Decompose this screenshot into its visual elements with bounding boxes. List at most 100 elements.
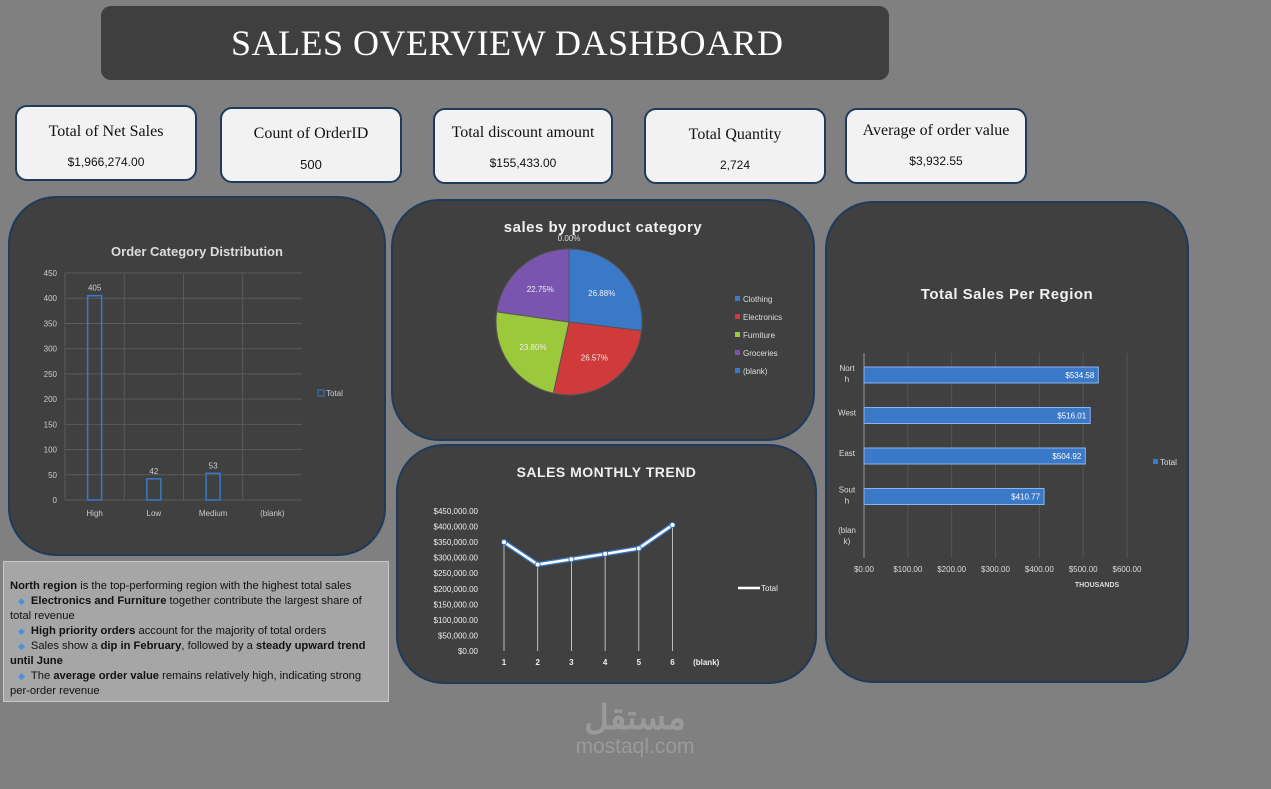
x-tick-label: 2: [535, 658, 540, 667]
pie-slice-furniture: [495, 311, 570, 394]
legend-marker: [735, 296, 740, 301]
bullet-icon: ◆: [18, 596, 25, 606]
watermark: مستقل mostaql.com: [555, 700, 715, 758]
legend-label: Total: [326, 389, 343, 398]
data-label: $410.77: [1011, 493, 1040, 502]
x-tick-label: $0.00: [854, 565, 875, 574]
insight-text: dip in February: [100, 640, 182, 652]
bullet-icon: ◆: [18, 641, 25, 651]
y-tick-label: $200,000.00: [434, 585, 479, 594]
region-chart: $0.00 $100.00 $200.00 $300.00 $400.00 $500.00…: [838, 353, 1177, 589]
data-point: [602, 550, 609, 557]
insight-item: ◆ High priority orders account for the ma…: [10, 624, 382, 639]
kpi-label: Total Quantity: [688, 126, 782, 143]
kpi-net-sales: Total of Net Sales $1,966,274.00: [15, 105, 197, 181]
insight-text: remains relatively high, indicating stro…: [10, 670, 362, 697]
insight-item: ◆ The average order value remains relativ…: [10, 669, 382, 699]
kpi-discount: Total discount amount $155,433.00: [433, 108, 613, 184]
region-panel: Total Sales Per Region $0.00 $100.00 $200.…: [825, 201, 1189, 683]
y-tick-label: $50,000.00: [438, 631, 479, 640]
legend-label: Clothing: [743, 295, 772, 304]
y-tick-label: 250: [44, 370, 58, 379]
insight-item: ◆ Sales show a dip in February, followed …: [10, 639, 382, 669]
y-tick-label: $450,000.00: [434, 507, 479, 516]
kpi-label: Total of Net Sales: [48, 123, 164, 140]
monthly-trend-panel: SALES MONTHLY TREND $0.00 $50,000.00 $100,…: [396, 444, 817, 684]
insight-text: High priority orders: [30, 625, 136, 637]
legend-marker: [735, 332, 740, 337]
x-tick-label: 4: [603, 658, 608, 667]
legend-label: Total: [1160, 458, 1177, 467]
dashboard-title: SALES OVERVIEW DASHBOARD: [231, 23, 784, 63]
kpi-quantity: Total Quantity 2,724: [644, 108, 826, 184]
insight-text: average order value: [53, 670, 160, 682]
y-tick-label: h: [845, 497, 849, 506]
data-label: $534.58: [1065, 371, 1094, 380]
legend-marker: [735, 350, 740, 355]
product-category-chart: 26.88% Clothing 26.57% Electronics 23.80% Fur…: [495, 234, 782, 396]
y-tick-label: Nort: [839, 364, 855, 373]
insight-item: North region is the top-performing regio…: [10, 579, 382, 594]
bullet-icon: ◆: [18, 626, 25, 636]
y-tick-label: 50: [48, 471, 57, 480]
x-tick-label: 6: [670, 658, 675, 667]
kpi-label: Count of OrderID: [253, 125, 369, 142]
y-tick-label: 300: [44, 345, 58, 354]
chart-title: Order Category Distribution: [111, 244, 283, 259]
kpi-value: $155,433.00: [489, 156, 557, 170]
watermark-latin: mostaql.com: [575, 735, 695, 758]
bar: [863, 366, 1099, 384]
y-tick-label: West: [838, 409, 857, 418]
y-tick-label: $150,000.00: [434, 600, 479, 609]
insight-text: is the top-performing region with the hi…: [77, 580, 352, 592]
y-tick-label: 150: [44, 420, 58, 429]
data-label: 22.75%: [527, 285, 554, 294]
y-tick-label: h: [845, 375, 849, 384]
kpi-value: 2,724: [719, 158, 751, 172]
y-tick-label: (blan: [838, 526, 856, 535]
data-point: [501, 539, 507, 546]
legend-marker: [317, 389, 325, 397]
insight-text: The: [30, 670, 54, 682]
data-label: 405: [88, 284, 102, 293]
order-category-panel: Order Category Distribution 0 50 100 150 200…: [8, 196, 386, 556]
insight-text: Electronics and Furniture: [30, 595, 167, 607]
x-tick-label: $300.00: [981, 565, 1010, 574]
x-tick-label: $200.00: [937, 565, 966, 574]
data-point: [635, 545, 642, 552]
kpi-value: $3,932.55: [909, 154, 963, 168]
title-bar: SALES OVERVIEW DASHBOARD: [101, 6, 889, 80]
x-tick-label: 1: [502, 658, 507, 667]
bar: [86, 294, 103, 501]
insight-item: ◆ Electronics and Furniture together cont…: [10, 594, 382, 624]
series-line: [503, 523, 674, 566]
data-point: [568, 556, 575, 563]
y-tick-label: $300,000.00: [434, 554, 479, 563]
insight-text: account for the majority of total orders: [135, 625, 327, 637]
y-tick-label: 0: [53, 496, 58, 505]
data-label: 26.88%: [588, 289, 615, 298]
bar: [146, 478, 162, 501]
legend-label: Total: [761, 584, 778, 593]
x-tick-label: $500.00: [1069, 565, 1098, 574]
insight-text: , followed by a: [181, 640, 257, 652]
x-tick-label: $100.00: [893, 565, 922, 574]
insight-text: Sales show a: [30, 640, 101, 652]
y-tick-label: 100: [44, 446, 58, 455]
y-tick-label: k): [844, 537, 851, 546]
legend-label: Furniture: [743, 331, 776, 340]
kpi-value: $1,966,274.00: [67, 155, 145, 169]
x-tick-label: $400.00: [1025, 565, 1054, 574]
data-label: 42: [149, 467, 158, 476]
x-tick-label: (blank): [693, 658, 720, 667]
kpi-value: 500: [300, 157, 322, 172]
legend-label: (blank): [743, 367, 768, 376]
data-label: 26.57%: [581, 354, 608, 363]
bullet-icon: ◆: [18, 671, 25, 681]
data-label: $516.01: [1057, 412, 1086, 421]
kpi-label: Average of order value: [862, 122, 1010, 139]
data-point: [534, 561, 541, 568]
data-point: [669, 522, 676, 528]
x-tick-label: High: [86, 509, 102, 518]
insight-text: steady upward trend until June: [10, 640, 366, 667]
